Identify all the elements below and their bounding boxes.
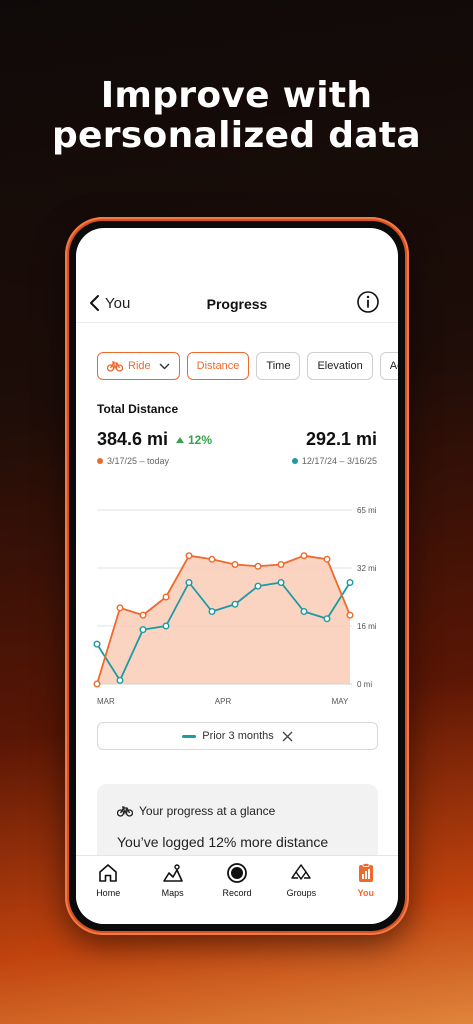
tab-maps-label: Maps (161, 888, 184, 898)
tab-record[interactable]: Record (205, 856, 269, 924)
prior-point (231, 600, 239, 608)
tab-maps[interactable]: Maps (140, 856, 204, 924)
prior-point (277, 578, 285, 586)
x-tick-label: MAY (332, 697, 349, 706)
chip-activities[interactable]: Ac (379, 352, 398, 380)
current-point (208, 555, 216, 563)
chevron-down-icon (159, 363, 170, 369)
headline-line-1: Improve with (100, 75, 373, 116)
current-point (254, 562, 262, 570)
sport-select[interactable]: Ride (97, 352, 180, 380)
prior-point (300, 607, 308, 615)
legend-swatch (182, 734, 197, 738)
headline: Improve with personalized data (0, 76, 473, 156)
back-button[interactable]: You (88, 294, 130, 312)
x-tick-label: APR (215, 697, 232, 706)
prior-point (208, 607, 216, 615)
previous-range-label: 12/17/24 – 3/16/25 (301, 456, 377, 466)
glance-header: Your progress at a glance (117, 804, 275, 818)
record-icon (227, 863, 247, 883)
tab-groups-label: Groups (286, 888, 317, 898)
groups-icon (291, 864, 312, 880)
y-tick-label: 65 mi (357, 506, 377, 515)
chip-elevation-label: Elevation (317, 360, 363, 372)
glance-title: Your progress at a glance (139, 804, 276, 818)
prior-point (93, 640, 101, 648)
current-point (346, 611, 354, 619)
map-icon (162, 864, 183, 882)
phone-frame: You Progress Ride Distance Time Ele (65, 217, 409, 935)
legend-label: Prior 3 months (202, 730, 274, 742)
tab-groups[interactable]: Groups (269, 856, 333, 924)
y-tick-label: 32 mi (357, 564, 377, 573)
current-line (96, 554, 351, 685)
tab-home-label: Home (96, 888, 121, 898)
tab-bar: Home Maps Record Groups You (76, 855, 398, 924)
app-screen: You Progress Ride Distance Time Ele (76, 228, 398, 924)
chip-distance[interactable]: Distance (186, 352, 250, 380)
prior-point (162, 622, 170, 630)
chip-activities-label: Ac (389, 360, 398, 372)
current-range: 3/17/25 – today (97, 456, 169, 466)
glance-body: You’ve logged 12% more distance (117, 834, 329, 850)
chevron-left-icon (90, 295, 99, 311)
current-total: 384.6 mi (97, 429, 169, 449)
tab-you[interactable]: You (334, 856, 398, 924)
current-area (97, 555, 350, 684)
y-tick-label: 16 mi (357, 622, 377, 631)
tab-you-label: You (357, 888, 374, 898)
current-dot (97, 458, 103, 464)
sport-select-label: Ride (128, 360, 151, 372)
current-range-label: 3/17/25 – today (107, 456, 170, 466)
prior-line (96, 581, 351, 682)
tab-record-label: Record (222, 888, 252, 898)
current-point (300, 552, 308, 560)
chip-time[interactable]: Time (256, 352, 301, 380)
current-point (323, 555, 331, 563)
previous-range: 12/17/24 – 3/16/25 (291, 456, 377, 466)
info-icon[interactable] (356, 290, 380, 314)
change-badge: 12% (176, 433, 212, 447)
previous-dot (291, 458, 298, 464)
current-point (231, 560, 239, 568)
close-icon[interactable] (282, 731, 293, 742)
back-label: You (105, 294, 131, 312)
current-point (277, 560, 285, 568)
page-title: Progress (206, 296, 268, 312)
prior-point (346, 578, 354, 586)
up-arrow-icon (176, 437, 184, 443)
change-value: 12% (188, 433, 213, 447)
current-point (139, 611, 147, 619)
section-title: Total Distance (97, 402, 179, 416)
legend-chip[interactable]: Prior 3 months (97, 722, 378, 750)
filter-chips: Ride Distance Time Elevation Ac (97, 352, 398, 380)
prior-point (323, 615, 331, 623)
x-tick-label: MAR (97, 697, 115, 706)
prior-point (254, 582, 262, 590)
current-point (162, 593, 170, 601)
prior-point (116, 676, 124, 684)
prior-point (139, 626, 147, 634)
home-icon (99, 864, 118, 882)
chip-distance-label: Distance (196, 360, 240, 372)
previous-total: 292.1 mi (305, 429, 377, 449)
tab-home[interactable]: Home (76, 856, 140, 924)
top-bar: You Progress (76, 228, 398, 323)
bike-icon (117, 806, 133, 817)
chip-time-label: Time (266, 360, 291, 372)
current-point (93, 680, 101, 688)
current-point (116, 604, 124, 612)
chip-elevation[interactable]: Elevation (307, 352, 373, 380)
prior-point (185, 578, 193, 586)
headline-line-2: personalized data (51, 115, 422, 156)
current-point (185, 552, 193, 560)
y-tick-label: 0 mi (357, 680, 372, 689)
bike-icon (107, 361, 123, 372)
distance-chart: 0 mi 16 mi 32 mi 65 mi MAR APR MAY (93, 506, 377, 706)
you-icon (358, 863, 373, 882)
